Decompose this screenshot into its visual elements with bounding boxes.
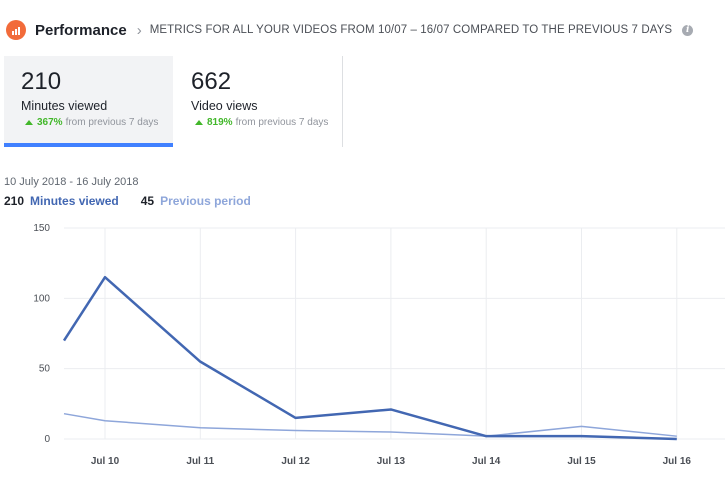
performance-chart-icon (6, 20, 26, 40)
trend-up-icon (195, 120, 203, 125)
x-tick-label: Jul 12 (281, 456, 310, 467)
x-tick-label: Jul 15 (567, 456, 596, 467)
series-line-minutes-viewed (62, 275, 677, 441)
x-tick-label: Jul 11 (186, 456, 214, 467)
y-tick-label: 150 (33, 223, 50, 234)
legend-previous-value: 45 (140, 194, 155, 208)
legend-current-label[interactable]: Minutes viewed (30, 194, 119, 208)
y-tick-label: 50 (39, 364, 51, 375)
y-tick-label: 100 (33, 293, 50, 304)
series-line-previous-period (63, 412, 677, 437)
minutes-viewed-chart: 0 50 100 150 Jul 10 Jul 11 Jul 12 Jul 13 Jul 14 J… (33, 223, 725, 467)
metric-card-video-views[interactable]: 662 Video views 819% from previous 7 day… (174, 56, 343, 147)
metric-label: Minutes viewed (21, 99, 108, 113)
change-percent: 367% (37, 117, 63, 128)
x-tick-label: Jul 16 (663, 456, 692, 467)
performance-header: Performance › METRICS FOR ALL YOUR VIDEO… (6, 17, 694, 43)
x-tick-label: Jul 10 (91, 456, 120, 467)
info-icon[interactable]: i (682, 24, 694, 36)
page-subtitle: METRICS FOR ALL YOUR VIDEOS FROM 10/07 –… (149, 24, 673, 36)
legend-previous-label[interactable]: Previous period (160, 194, 251, 208)
metric-change: 367% from previous 7 days (21, 117, 173, 128)
metric-value: 210 (21, 68, 62, 95)
page-title[interactable]: Performance (35, 21, 127, 39)
legend-current-value: 210 (4, 194, 25, 208)
metric-change: 819% from previous 7 days (191, 117, 342, 128)
metric-value: 662 (191, 68, 232, 95)
trend-up-icon (25, 120, 33, 125)
x-tick-label: Jul 13 (377, 456, 406, 467)
chevron-right-icon: › (136, 21, 142, 39)
date-range: 10 July 2018 - 16 July 2018 (4, 176, 139, 188)
chart-legend: 210 Minutes viewed 45 Previous period (4, 194, 251, 208)
x-tick-label: Jul 14 (472, 456, 501, 467)
change-percent: 819% (207, 117, 233, 128)
change-text: from previous 7 days (235, 117, 329, 128)
change-text: from previous 7 days (65, 117, 159, 128)
metric-card-minutes-viewed[interactable]: 210 Minutes viewed 367% from previous 7 … (4, 56, 173, 147)
metric-label: Video views (191, 99, 258, 113)
y-tick-label: 0 (44, 434, 50, 445)
